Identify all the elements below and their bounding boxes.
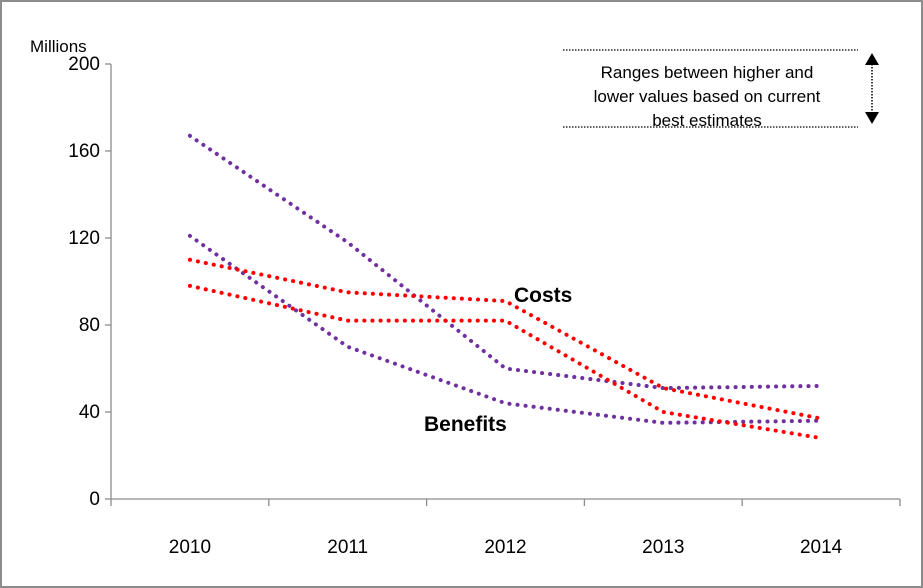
range-note-line-2: lower values based on current <box>594 87 821 106</box>
series-line-benefits-2 <box>187 233 824 425</box>
y-tick-label: 40 <box>79 402 100 423</box>
costs-series-label: Costs <box>514 284 572 307</box>
range-arrow-down-icon <box>865 112 879 124</box>
range-arrow-up-icon <box>865 53 879 65</box>
benefits-series-label: Benefits <box>424 413 507 436</box>
y-tick-label: 0 <box>89 489 100 510</box>
x-tick-label: 2011 <box>327 537 368 558</box>
y-axis-unit-label: Millions <box>30 37 87 56</box>
x-tick-label: 2010 <box>169 537 211 558</box>
y-tick-label: 160 <box>68 141 100 162</box>
series-layer <box>187 133 824 441</box>
range-note-line-3: best estimates <box>652 111 762 130</box>
x-tick-label: 2012 <box>484 537 526 558</box>
axes: 0 40 80 120 160 200 2010 2011 2012 2013 2014 <box>68 54 901 558</box>
y-tick-label: 120 <box>68 228 100 249</box>
x-tick-label: 2013 <box>642 537 684 558</box>
range-note-line-1: Ranges between higher and <box>601 63 814 82</box>
x-tick-label: 2014 <box>800 537 843 558</box>
range-note: Ranges between higher and lower values b… <box>563 49 879 130</box>
y-tick-label: 200 <box>68 54 100 75</box>
y-tick-label: 80 <box>79 315 100 336</box>
